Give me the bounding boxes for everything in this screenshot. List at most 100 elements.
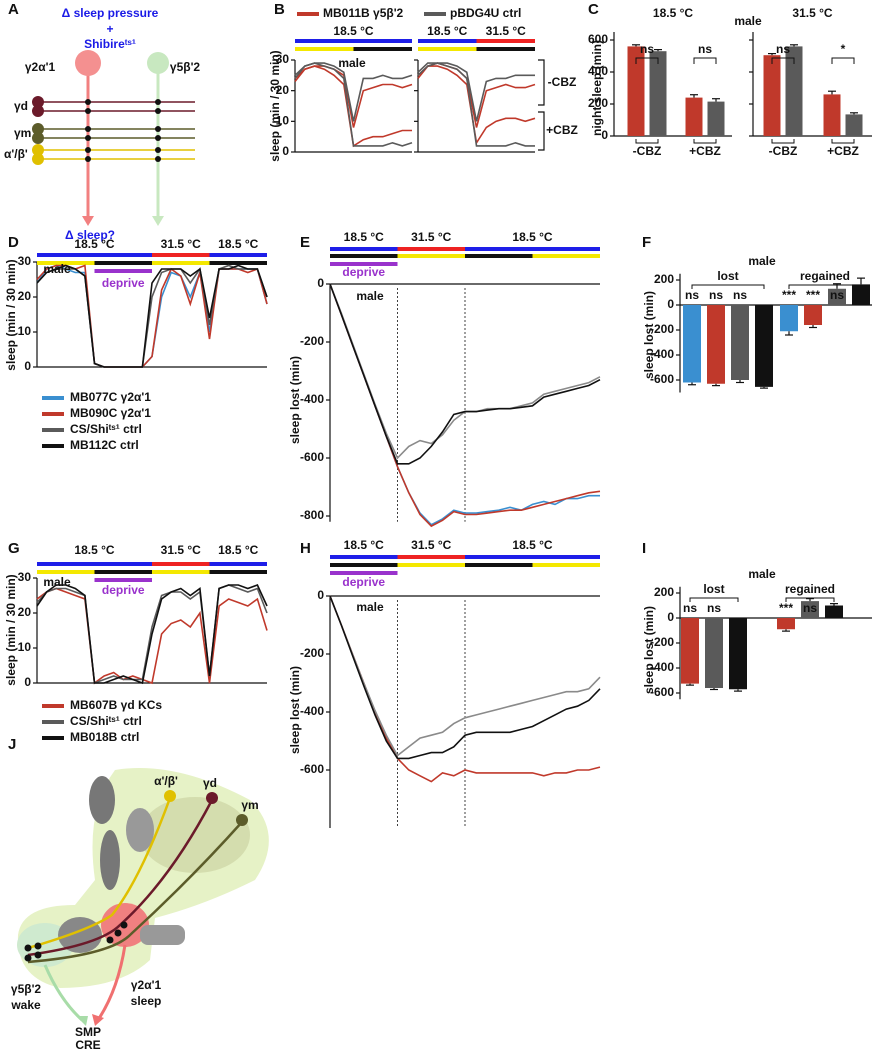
bar [705, 618, 723, 688]
light-bar [353, 47, 412, 51]
temperature-bar [209, 253, 267, 257]
legend-swatch [424, 12, 446, 16]
annotation: male [734, 14, 762, 28]
temperature-bar [330, 247, 398, 251]
annotation: male [356, 289, 384, 303]
significance: ns [683, 601, 697, 615]
y-tick-label: -600 [650, 685, 674, 699]
temperature-bar [397, 247, 465, 251]
deprive-bar [330, 571, 398, 575]
light-bar [94, 570, 152, 574]
neuron-soma [75, 50, 101, 76]
significance: *** [782, 288, 796, 302]
light-bar [330, 254, 398, 258]
panel-letter: A [8, 1, 19, 18]
y-tick-label: 20 [18, 289, 32, 303]
y-axis-label: sleep (min / 30 min) [4, 259, 18, 370]
light-bar [152, 261, 210, 265]
light-bar [532, 254, 600, 258]
legend-label: CS/Shiᵗˢ¹ ctrl [70, 422, 142, 436]
neuron-soma [147, 52, 169, 74]
panel-letter: J [8, 736, 16, 753]
temperature-label: 18.5 °C [218, 237, 258, 251]
lobe-soma [32, 105, 44, 117]
y-axis-label: sleep (min / 30 min) [268, 50, 282, 161]
lobe-soma [32, 123, 44, 135]
bar [777, 618, 795, 630]
lobe-label: α'/β' [4, 147, 28, 161]
panel-letter: B [274, 1, 285, 18]
diagram-a: A Δ sleep pressure + Shibireᵗˢ¹ γ2α'1 γ5… [4, 1, 200, 242]
y-tick-label: -400 [650, 347, 674, 361]
bar [845, 114, 863, 136]
bracket [785, 597, 835, 602]
neuron-label: γ5β'2 [170, 60, 201, 74]
lobe-label: α'/β' [154, 774, 178, 788]
legend-label: MB077C γ2α'1 [70, 390, 151, 404]
significance: ns [709, 288, 723, 302]
lobe-soma [32, 144, 44, 156]
y-tick-label: 20 [18, 605, 32, 619]
temperature-bar [37, 253, 152, 257]
lobe-lines [38, 101, 195, 160]
category-label: -CBZ [633, 144, 662, 158]
temperature-label: 18.5 °C [344, 538, 384, 552]
series-line [329, 283, 601, 460]
soma [164, 790, 176, 802]
y-tick-label: -400 [650, 660, 674, 674]
subplot-title: 18.5 °C [653, 6, 693, 20]
y-axis-label: sleep lost (min) [642, 291, 656, 379]
lobe-soma [32, 153, 44, 165]
bracket [788, 284, 862, 289]
y-tick-label: -600 [300, 450, 324, 464]
bar [763, 55, 781, 137]
light-bar [418, 47, 477, 51]
panel-letter: F [642, 234, 651, 251]
series-line [329, 283, 601, 465]
neuron-path [27, 821, 243, 964]
diagram-j: J α'/β' γd γm γ5β'2 wake γ2α'1 sleep SMP… [8, 736, 269, 1050]
bar [785, 46, 803, 136]
y-tick-label: 30 [276, 52, 290, 66]
deprive-label: deprive [342, 265, 385, 279]
legend-swatch [42, 428, 64, 432]
bracket [771, 139, 795, 144]
arrow-head [92, 1014, 104, 1026]
arrow-head [76, 1016, 88, 1026]
light-bar [397, 563, 465, 567]
y-tick-label: 0 [24, 675, 31, 689]
y-axis-label: sleep (min / 30 min) [4, 574, 18, 685]
deprive-bar [94, 269, 152, 273]
series-line [294, 62, 413, 122]
temperature-bar [418, 39, 477, 43]
bracket [831, 139, 855, 144]
bar [755, 305, 773, 387]
legend-label: MB011B γ5β'2 [323, 6, 404, 20]
neuron-label: γ2α'1 [25, 60, 56, 74]
bar [780, 305, 798, 332]
bracket [635, 57, 659, 64]
temperature-bar [476, 39, 535, 43]
light-bar [37, 261, 95, 265]
legend-label: MB607B γd KCs [70, 698, 162, 712]
significance: ns [830, 288, 844, 302]
synapses [85, 99, 161, 162]
y-tick-label: 0 [317, 276, 324, 290]
category-label: regained [800, 269, 850, 283]
output-role: wake [10, 998, 41, 1012]
y-tick-label: 10 [18, 324, 32, 338]
temperature-label: 31.5 °C [411, 230, 451, 244]
significance: ns [698, 42, 712, 56]
annotation: male [43, 262, 71, 276]
light-bar [94, 261, 152, 265]
y-tick-label: -600 [300, 762, 324, 776]
legend-label: MB018B ctrl [70, 730, 139, 744]
temperature-bar [465, 555, 600, 559]
title-line: + [106, 22, 113, 36]
significance: ns [803, 601, 817, 615]
bar [683, 305, 701, 383]
bracket [635, 139, 659, 144]
significance: ns [685, 288, 699, 302]
y-tick-label: -400 [300, 704, 324, 718]
